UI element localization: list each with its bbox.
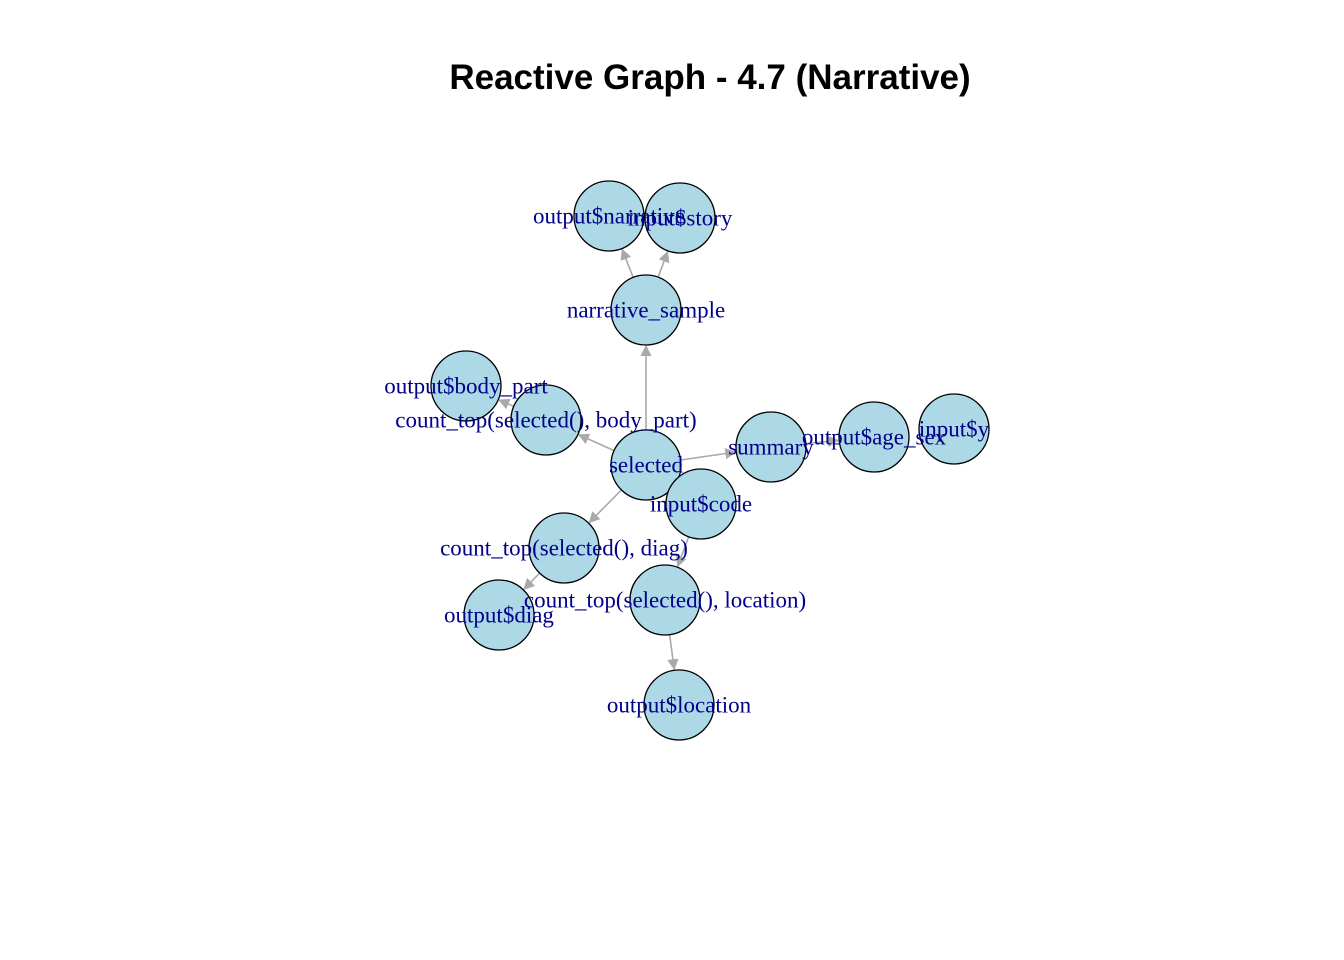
node-input_code xyxy=(665,468,737,540)
edge-narrative_sample-to-output_narrative xyxy=(620,248,634,278)
node-label-count_body_part: count_top(selected(), body_part) xyxy=(395,408,696,433)
node-label-input_code: input$code xyxy=(650,492,752,517)
node-label-output_diag: output$diag xyxy=(444,603,554,628)
node-count_body_part xyxy=(510,384,582,456)
node-input_y xyxy=(918,393,990,465)
node-output_diag xyxy=(463,579,535,651)
graph-title: Reactive Graph - 4.7 (Narrative) xyxy=(449,58,971,97)
node-input_story xyxy=(644,182,716,254)
node-label-input_story: input$story xyxy=(628,206,733,231)
node-output_age_sex xyxy=(838,401,910,473)
node-label-output_body_part: output$body_part xyxy=(384,374,548,399)
edge-count_diag-to-output_diag xyxy=(523,572,541,590)
node-selected xyxy=(610,429,682,501)
node-output_location xyxy=(643,669,715,741)
node-label-summary: summary xyxy=(728,435,814,460)
edge-selected-to-summary xyxy=(680,448,737,461)
node-summary xyxy=(735,411,807,483)
node-count_diag xyxy=(528,512,600,584)
edge-count_location-to-output_location xyxy=(667,634,679,671)
edge-selected-to-count_diag xyxy=(588,489,622,524)
node-label-selected: selected xyxy=(609,453,684,478)
node-label-output_location: output$location xyxy=(607,693,752,718)
node-label-output_age_sex: output$age_sex xyxy=(802,425,947,450)
node-label-output_narrative: output$narrative xyxy=(533,204,685,229)
edge-input_code-to-count_location xyxy=(675,536,690,568)
node-label-narrative_sample: narrative_sample xyxy=(567,298,725,323)
node-label-count_location: count_top(selected(), location) xyxy=(524,588,806,613)
edge-narrative_sample-to-input_story xyxy=(657,250,670,278)
edge-selected-to-count_body_part xyxy=(577,433,615,452)
node-count_location xyxy=(629,564,701,636)
edge-summary-to-output_age_sex xyxy=(805,435,840,448)
node-output_body_part xyxy=(430,350,502,422)
node-output_narrative xyxy=(573,180,645,252)
node-narrative_sample xyxy=(610,274,682,346)
edge-count_body_part-to-output_body_part xyxy=(498,398,515,410)
node-label-count_diag: count_top(selected(), diag) xyxy=(440,536,688,561)
node-label-input_y: input$y xyxy=(919,417,990,442)
